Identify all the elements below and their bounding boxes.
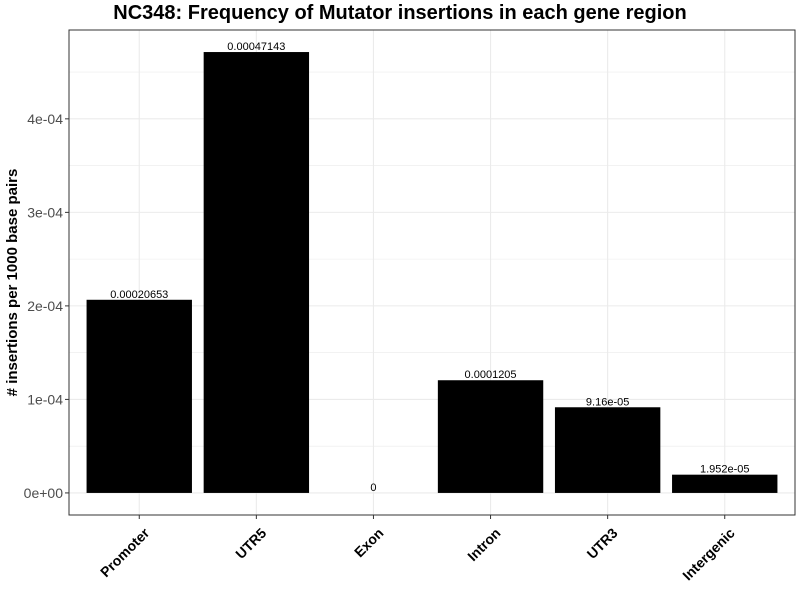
- data-label-intergenic: 1.952e-05: [700, 464, 750, 476]
- data-label-utr5: 0.00047143: [227, 41, 285, 53]
- data-label-exon: 0: [370, 482, 376, 494]
- y-tick-label: 2e-04: [27, 298, 63, 314]
- data-labels: 0.00020653 0.00047143 0 0.0001205 9.16e-05 1.…: [110, 41, 749, 494]
- x-tick-label-intron: Intron: [464, 525, 503, 564]
- x-tick-label-intergenic: Intergenic: [679, 525, 738, 584]
- y-tick-label: 0e+00: [24, 485, 64, 501]
- x-tick-label-utr3: UTR3: [584, 525, 621, 562]
- data-label-utr3: 9.16e-05: [586, 396, 629, 408]
- y-tick-label: 4e-04: [27, 111, 63, 127]
- x-axis: Promoter UTR5 Exon Intron UTR3 Intergenic: [97, 515, 738, 583]
- y-tick-label: 1e-04: [27, 391, 63, 407]
- x-tick-label-promoter: Promoter: [97, 524, 153, 580]
- chart-title: NC348: Frequency of Mutator insertions i…: [113, 2, 687, 24]
- y-axis-title: # insertions per 1000 base pairs: [4, 169, 21, 397]
- bar-promoter: [86, 299, 192, 493]
- y-axis: 0e+00 1e-04 2e-04 3e-04 4e-04: [24, 111, 69, 501]
- data-label-intron: 0.0001205: [465, 369, 517, 381]
- minor-gridlines: [69, 71, 795, 447]
- panel-border: [68, 29, 796, 516]
- y-tick-label: 3e-04: [27, 204, 63, 220]
- bars: [86, 52, 778, 493]
- data-label-promoter: 0.00020653: [110, 289, 168, 301]
- x-tick-label-utr5: UTR5: [232, 525, 269, 562]
- bar-utr3: [554, 407, 661, 493]
- bar-intron: [437, 380, 544, 493]
- bar-intergenic: [672, 474, 778, 493]
- x-tick-label-exon: Exon: [351, 525, 387, 561]
- bar-utr5: [203, 52, 310, 493]
